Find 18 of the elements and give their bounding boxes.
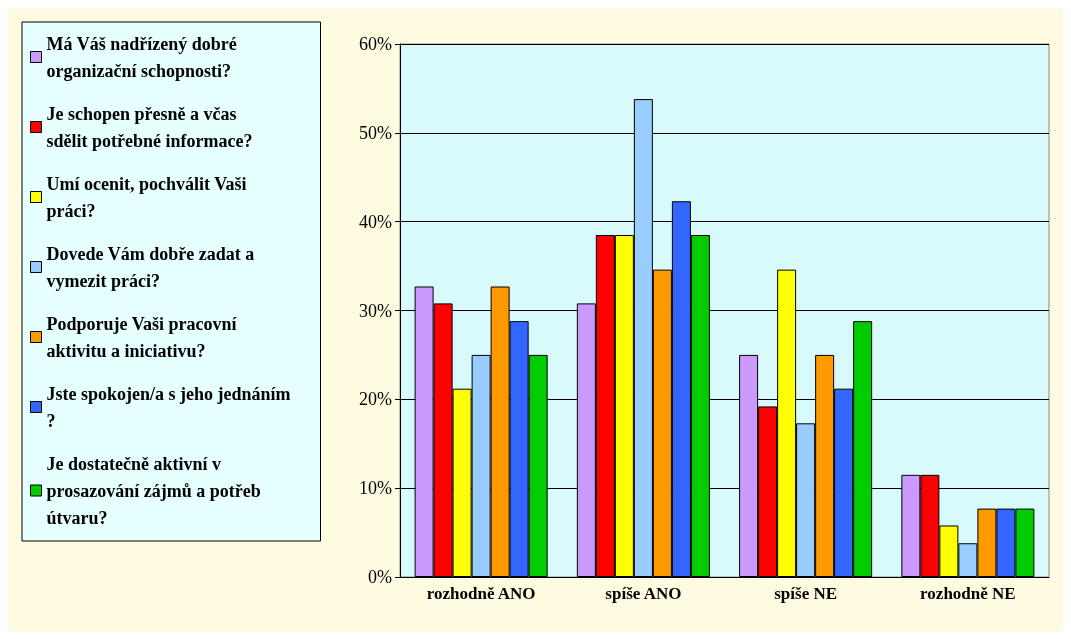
legend-label: Je dostatečně aktivní v prosazování zájmů a potřeb útvaru? bbox=[46, 453, 266, 528]
legend-label: Dovede Vám dobře zadat a vymezit práci? bbox=[46, 243, 259, 291]
legend-label: Jste spokojen/a s jeho jednáním? bbox=[46, 383, 291, 431]
y-tick-label: 30% bbox=[359, 300, 392, 321]
y-tick-label: 60% bbox=[359, 34, 392, 54]
y-tick-label: 0% bbox=[368, 567, 392, 587]
legend-label: Podporuje Vaši pracovní aktivitu a iniciativu? bbox=[46, 313, 242, 361]
legend-label: Umí ocenit, pochválit Vaši práci? bbox=[46, 173, 252, 221]
x-tick-label: spíše ANO bbox=[605, 584, 682, 603]
legend-label: Má Váš nadřízený dobré organizační schopnosti? bbox=[46, 33, 242, 81]
y-tick-label: 50% bbox=[359, 122, 392, 143]
x-tick-label: rozhodně NE bbox=[920, 584, 1016, 603]
legend-label: Je schopen přesně a včas sdělit potřebné informace? bbox=[46, 103, 253, 151]
y-tick-label: 40% bbox=[359, 211, 392, 232]
x-tick-label: spíše NE bbox=[774, 584, 838, 603]
y-tick-label: 10% bbox=[359, 478, 392, 499]
y-tick-label: 20% bbox=[359, 389, 392, 410]
x-tick-label: rozhodně ANO bbox=[426, 584, 536, 603]
